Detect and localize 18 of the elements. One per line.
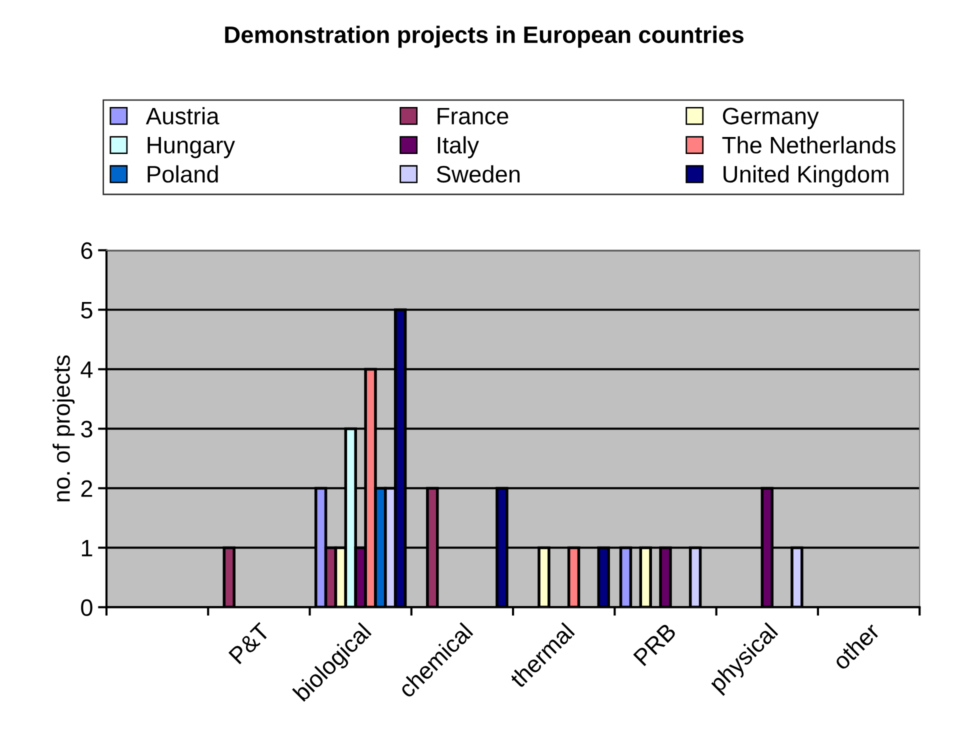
y-tick-label: 6 bbox=[81, 242, 92, 260]
y-axis-title: no. of projects bbox=[52, 355, 75, 502]
legend-label: Hungary bbox=[148, 137, 236, 158]
y-tick-label: 5 bbox=[81, 302, 92, 319]
y-tick-label: 2 bbox=[81, 480, 92, 497]
legend-label: The Netherlands bbox=[722, 136, 896, 154]
chart-title: Demonstration projects in European countries bbox=[225, 26, 744, 48]
y-tick-label: 0 bbox=[81, 599, 92, 616]
legend-label: Germany bbox=[722, 108, 819, 130]
legend-label: France bbox=[438, 108, 508, 124]
legend-label: Italy bbox=[438, 136, 480, 158]
y-tick-label: 1 bbox=[82, 540, 92, 556]
y-tick-label: 4 bbox=[80, 362, 93, 378]
legend-label: United Kingdom bbox=[724, 165, 888, 188]
y-tick-label: 3 bbox=[81, 420, 92, 438]
legend-label: Poland bbox=[148, 165, 218, 183]
legend-label: Austria bbox=[146, 107, 220, 124]
legend-label: Sweden bbox=[436, 165, 520, 183]
